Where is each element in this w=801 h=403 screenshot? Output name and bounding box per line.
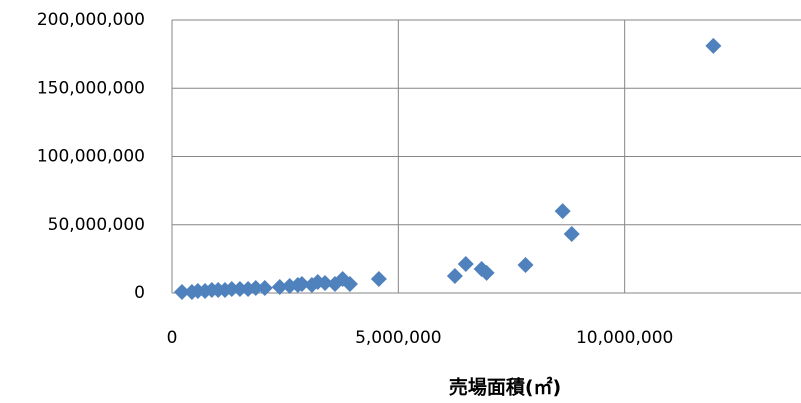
y-tick-label: 0	[134, 283, 145, 303]
y-tick-label: 100,000,000	[37, 147, 145, 167]
point	[457, 256, 474, 273]
x-axis-title: 売場面積(㎡)	[449, 376, 561, 399]
point	[173, 284, 190, 301]
point	[370, 270, 387, 287]
point	[341, 275, 358, 292]
point	[271, 278, 288, 295]
y-tick-label: 200,000,000	[37, 10, 145, 30]
point	[317, 275, 334, 292]
point	[478, 264, 495, 281]
y-tick-label: 150,000,000	[37, 78, 145, 98]
y-tick-label: 50,000,000	[48, 215, 145, 235]
point	[256, 279, 273, 296]
point	[563, 226, 580, 243]
point	[293, 275, 310, 292]
x-tick-label: 0	[167, 328, 178, 348]
point	[247, 279, 264, 296]
point	[705, 37, 722, 54]
point	[223, 281, 240, 298]
point	[554, 203, 571, 220]
point	[517, 257, 534, 274]
x-tick-label: 5,000,000	[355, 328, 442, 348]
x-tick-label: 10,000,000	[576, 328, 673, 348]
point	[446, 267, 463, 284]
point	[231, 281, 248, 298]
